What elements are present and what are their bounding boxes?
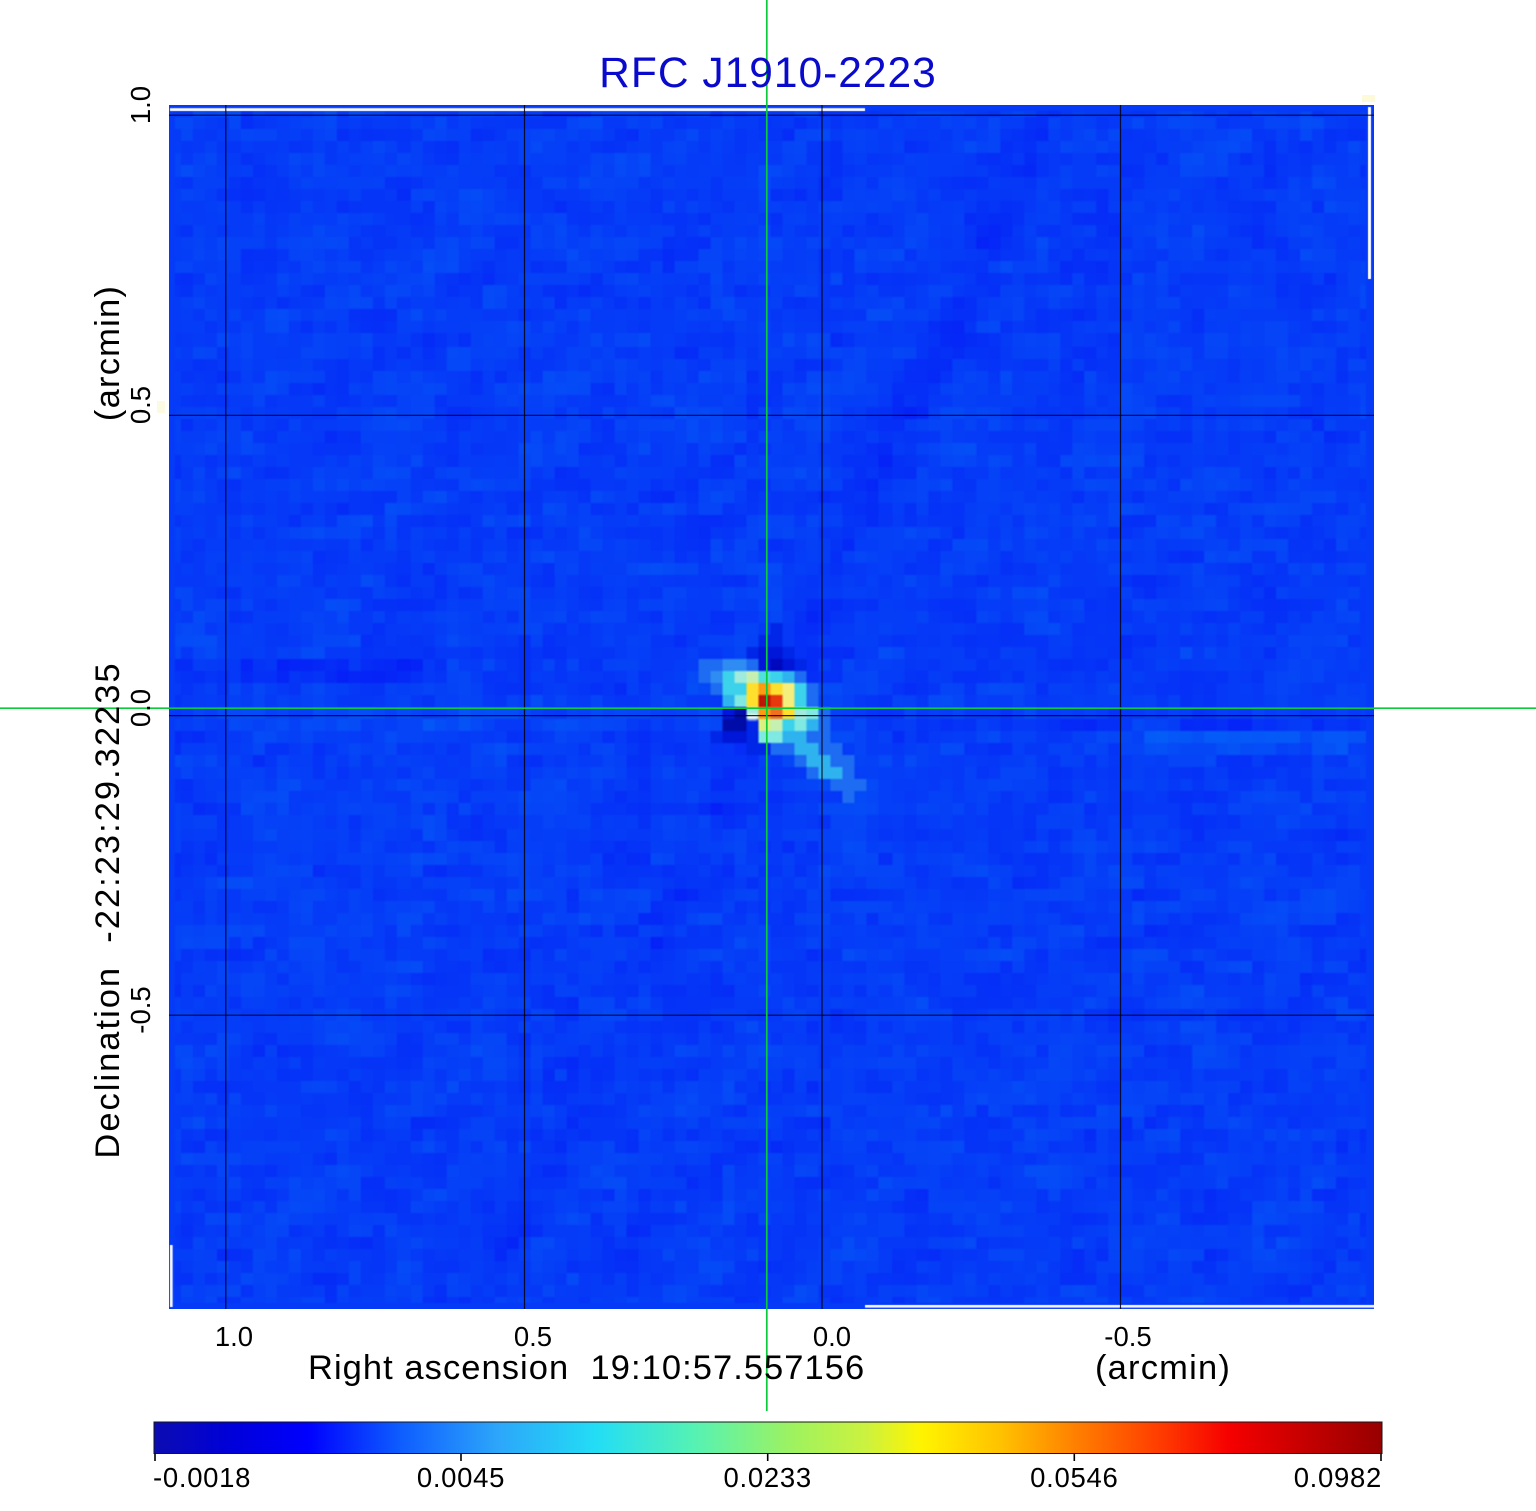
svg-text:0.0045: 0.0045 [417, 1462, 505, 1493]
svg-text:0.0982: 0.0982 [1294, 1462, 1382, 1493]
svg-text:1.0: 1.0 [125, 86, 156, 124]
svg-text:-0.0018: -0.0018 [153, 1462, 251, 1493]
svg-text:0.0546: 0.0546 [1030, 1462, 1118, 1493]
svg-text:-0.5: -0.5 [125, 986, 156, 1033]
svg-text:-0.5: -0.5 [1104, 1321, 1151, 1352]
svg-text:0.5: 0.5 [514, 1321, 552, 1352]
svg-text:0.0: 0.0 [125, 689, 156, 727]
svg-text:0.0233: 0.0233 [724, 1462, 812, 1493]
svg-text:0.0: 0.0 [813, 1321, 851, 1352]
svg-text:RFC J1910-2223: RFC J1910-2223 [599, 50, 937, 97]
svg-text:(arcmin): (arcmin) [1095, 1349, 1231, 1387]
svg-text:Right ascension 19:10:57.5571: Right ascension 19:10:57.557156 [308, 1349, 865, 1387]
svg-text:1.0: 1.0 [215, 1321, 253, 1352]
svg-text:0.5: 0.5 [125, 386, 156, 424]
svg-text:Declination -22:23:29.32235: Declination -22:23:29.32235 [89, 661, 127, 1158]
svg-text:(arcmin): (arcmin) [89, 285, 127, 421]
